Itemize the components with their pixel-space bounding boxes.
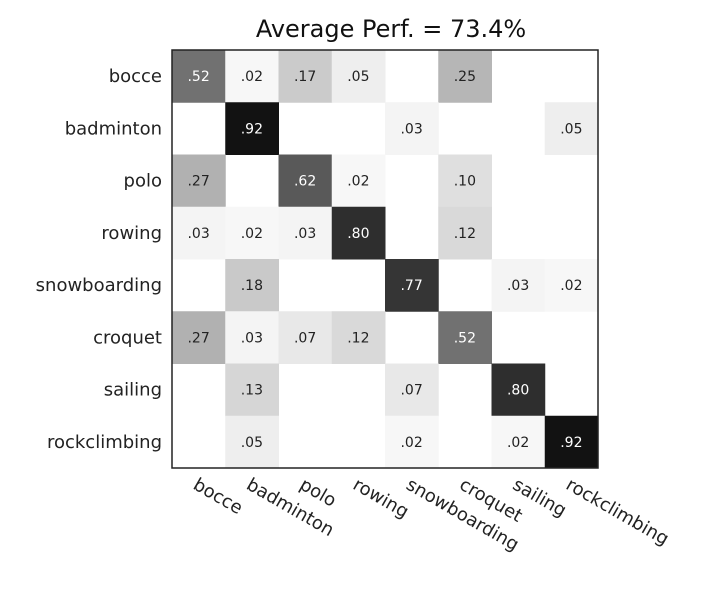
column-label: rowing (349, 474, 412, 522)
matrix-cell (331, 311, 386, 364)
matrix-cell (544, 102, 599, 155)
row-label: snowboarding (36, 275, 162, 296)
cell-value-label: .02 (507, 435, 529, 451)
cell-value-label: .02 (241, 69, 263, 85)
matrix-cell (491, 259, 546, 312)
matrix-cell (225, 259, 279, 312)
cell-value-label: .05 (560, 121, 582, 137)
matrix-cell (278, 154, 333, 208)
matrix-cell (331, 50, 386, 103)
column-label: bocce (190, 474, 247, 519)
chart-title: Average Perf. = 73.4% (256, 15, 526, 43)
matrix-cell (491, 363, 546, 417)
cell-value-label: .92 (560, 435, 582, 451)
matrix-cell (225, 206, 279, 260)
row-label: polo (124, 171, 162, 192)
cell-value-label: .07 (400, 383, 422, 399)
row-label: bocce (109, 66, 162, 87)
matrix-cell (331, 154, 386, 208)
cell-value-label: .10 (454, 174, 476, 190)
matrix-cell (385, 259, 439, 312)
matrix-cell (438, 311, 492, 364)
matrix-cell (172, 311, 226, 364)
matrix-cell (278, 311, 333, 364)
cell-value-label: .80 (507, 383, 529, 399)
matrix-cells: .52 .02 .17 .05 .25 .92 .03 .05 .27 .62 .02 .10 .03.… (172, 50, 599, 469)
row-labels: bocce badminton polo rowing snowboarding croq… (36, 66, 162, 453)
matrix-frame (171, 49, 599, 469)
cell-value-label: .05 (241, 435, 263, 451)
matrix-cell (385, 415, 439, 469)
cell-value-label: .18 (241, 278, 263, 294)
cell-value-label: .05 (347, 69, 369, 85)
matrix-cell (225, 102, 279, 155)
cell-value-label: .27 (187, 174, 209, 190)
cell-value-label: .77 (400, 278, 422, 294)
cell-value-label: .02 (241, 226, 263, 242)
column-label: rockclimbing (562, 474, 672, 550)
cell-value-label: .07 (294, 330, 316, 346)
cell-value-label: .02 (347, 174, 369, 190)
cell-value-label: .52 (187, 69, 209, 85)
cell-value-label: .03 (241, 330, 263, 346)
cell-value-label: .02 (400, 435, 422, 451)
row-label: badminton (65, 118, 162, 139)
cell-value-label: .02 (560, 278, 582, 294)
row-label: rockclimbing (47, 432, 162, 453)
cell-value-label: .52 (454, 330, 476, 346)
matrix-cell (278, 50, 333, 103)
row-label: rowing (101, 223, 162, 244)
matrix-cell (278, 206, 333, 260)
cell-value-label: .27 (187, 330, 209, 346)
matrix-cell (225, 311, 279, 364)
matrix-cell (544, 415, 599, 469)
matrix-cell (225, 363, 279, 417)
cell-value-label: .03 (187, 226, 209, 242)
cell-value-label: .12 (347, 330, 369, 346)
matrix-cell (385, 363, 439, 417)
matrix-cell (172, 206, 226, 260)
cell-value-label: .25 (454, 69, 476, 85)
matrix-cell (385, 102, 439, 155)
cell-value-label: .03 (294, 226, 316, 242)
matrix-cell (544, 259, 599, 312)
cell-value-label: .12 (454, 226, 476, 242)
matrix-cell (172, 50, 226, 103)
matrix-cell (172, 154, 226, 208)
cell-value-label: .17 (294, 69, 316, 85)
cell-value-label: .03 (507, 278, 529, 294)
matrix-cell (438, 50, 492, 103)
row-label: croquet (93, 327, 162, 348)
matrix-cell (438, 206, 492, 260)
cell-value-label: .62 (294, 174, 316, 190)
matrix-cell (491, 415, 546, 469)
cell-value-label: .13 (241, 383, 263, 399)
cell-value-label: .92 (241, 121, 263, 137)
matrix-cell (438, 154, 492, 208)
matrix-cell (225, 415, 279, 469)
cell-value-label: .80 (347, 226, 369, 242)
cell-value-label: .03 (400, 121, 422, 137)
matrix-cell (331, 206, 386, 260)
matrix-cell (225, 50, 279, 103)
row-label: sailing (104, 380, 162, 401)
